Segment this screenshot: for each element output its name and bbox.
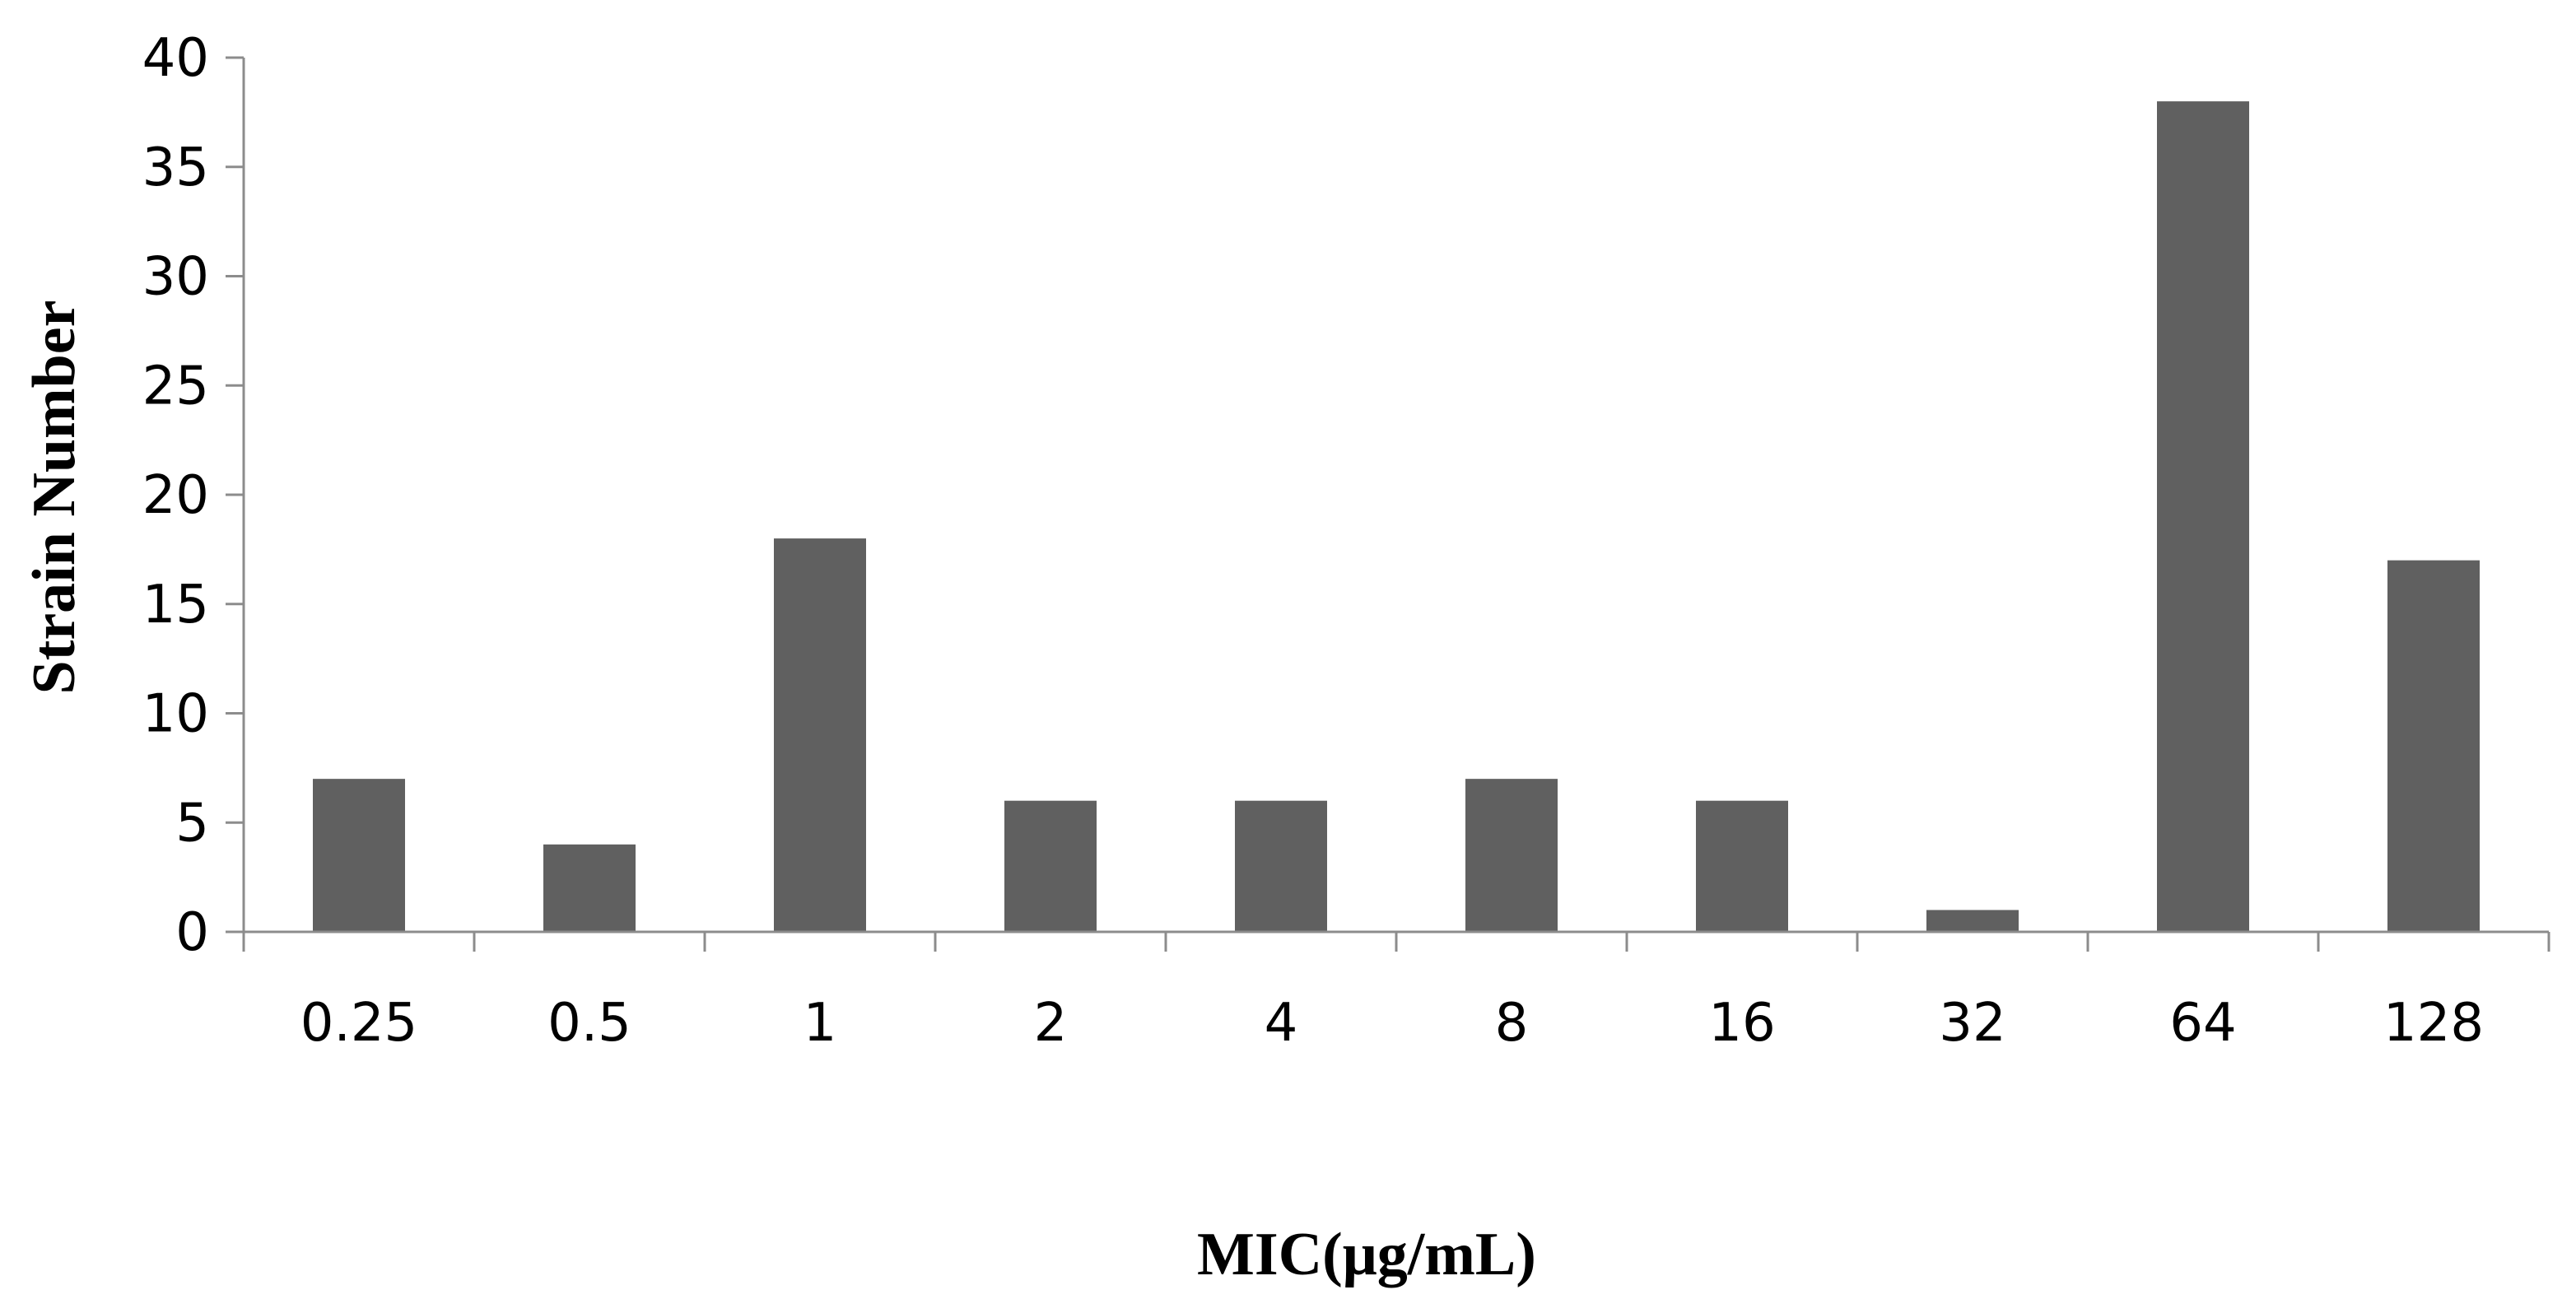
bar-4 xyxy=(1235,800,1327,932)
x-tick-label-128: 128 xyxy=(2383,993,2484,1054)
y-tick-label-20: 20 xyxy=(142,465,209,526)
bar-0.25 xyxy=(313,779,405,932)
y-tick-label-35: 35 xyxy=(142,137,209,198)
y-axis-title: Strain Number xyxy=(21,300,88,695)
axes-group xyxy=(226,56,2550,952)
bar-64 xyxy=(2157,101,2249,933)
y-tick-label-15: 15 xyxy=(142,575,209,636)
bar-128 xyxy=(2387,560,2480,932)
y-tick-label-0: 0 xyxy=(175,902,209,963)
x-tick-label-1: 1 xyxy=(804,993,837,1054)
bar-0.5 xyxy=(543,844,636,932)
x-tick-label-16: 16 xyxy=(1708,993,1775,1054)
x-tick-labels: 0.25 0.5 1 2 4 8 16 32 64 128 xyxy=(300,993,2484,1054)
y-tick-label-25: 25 xyxy=(142,356,209,417)
y-tick-label-40: 40 xyxy=(142,28,209,89)
x-tick-label-4: 4 xyxy=(1265,993,1298,1054)
bar-16 xyxy=(1696,800,1788,932)
x-tick-label-2: 2 xyxy=(1034,993,1068,1054)
x-tick-label-0.25: 0.25 xyxy=(300,993,418,1054)
x-tick-label-0.5: 0.5 xyxy=(547,993,631,1054)
x-tick-label-8: 8 xyxy=(1495,993,1529,1054)
bar-8 xyxy=(1465,779,1558,932)
y-tick-label-10: 10 xyxy=(142,684,209,745)
x-tick-label-64: 64 xyxy=(2169,993,2236,1054)
x-axis-title: MIC(μg/mL) xyxy=(1197,1221,1536,1288)
x-tick-label-32: 32 xyxy=(1939,993,2005,1054)
bar-2 xyxy=(1004,800,1097,932)
bar-1 xyxy=(774,538,866,932)
bar-32 xyxy=(1926,910,2019,932)
y-tick-label-30: 30 xyxy=(142,247,209,308)
y-tick-labels: 0 5 10 15 20 25 30 35 40 xyxy=(142,28,209,963)
bars-group xyxy=(313,101,2480,933)
y-tick-label-5: 5 xyxy=(175,793,209,854)
